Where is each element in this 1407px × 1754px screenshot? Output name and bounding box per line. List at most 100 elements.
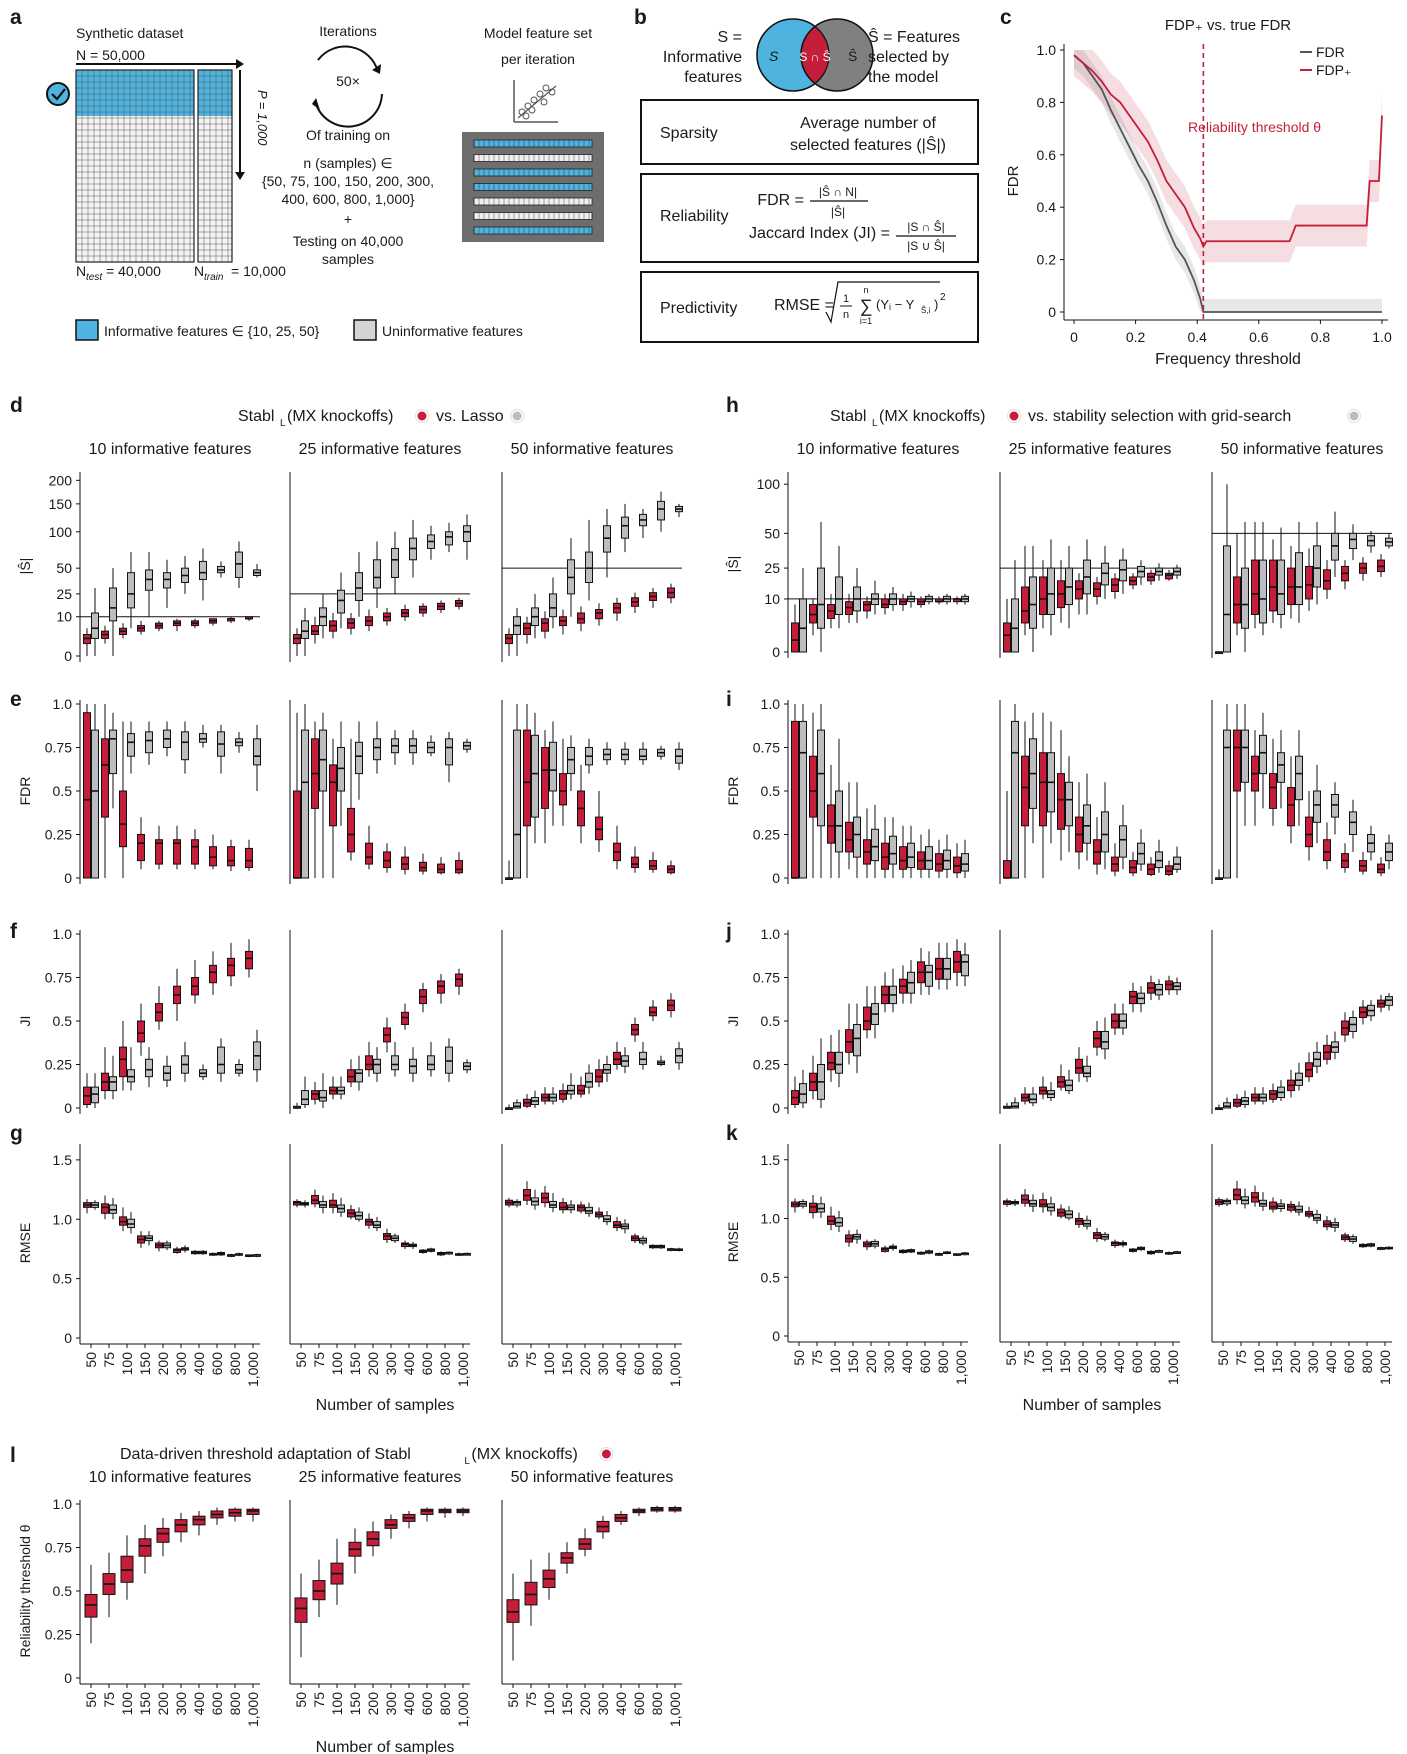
panel-g-facet-3-xtick-label: 1,000: [667, 1352, 683, 1387]
panel-l-facet-1-xtick-label: 600: [209, 1692, 225, 1716]
panel-l-facet-2-stabl-box: [420, 1508, 434, 1515]
panel-i-facet-3-stabl-box: [1323, 839, 1331, 862]
panel-e-facet-3-stabl-box: [595, 816, 603, 841]
panel-h-facet-3-compare-box: [1277, 559, 1285, 615]
model-feature-line2: per iteration: [501, 51, 575, 67]
panel-g-facet-1-ytick-label: 1.5: [53, 1152, 73, 1168]
panel-f-facet-1-stabl-box: [209, 964, 217, 984]
panel-d-facet-2-title: 25 informative features: [299, 441, 462, 458]
samples-line3: 400, 600, 800, 1,000}: [281, 191, 414, 207]
panel-h-facet-3-stabl-box: [1305, 565, 1313, 600]
panel-l-facet-1-stabl-box: [246, 1508, 260, 1515]
p-arrow-head: [235, 172, 245, 180]
panel-g-facet-3-stabl-box: [559, 1202, 567, 1211]
panel-i-facet-2-compare-box: [1173, 856, 1181, 870]
panel-e-facet-1-ytick-label: 0: [64, 870, 72, 886]
panel-j-facet-1-stabl-box: [827, 1051, 835, 1071]
panel-g-facet-3-xtick-label: 300: [595, 1352, 611, 1376]
rmse-sum-top: n: [863, 285, 868, 295]
panel-h-title-stabl-dot: [1008, 410, 1020, 422]
panel-c-ytick-label: 0.8: [1037, 94, 1057, 110]
panel-i-facet-2-compare-box: [1011, 720, 1019, 879]
panel-h-facet-1-ytick-label: 0: [772, 644, 780, 660]
legend-fdp-label: FDP₊: [1316, 62, 1351, 78]
panel-h-facet-3-stabl-box: [1251, 559, 1259, 615]
panel-l-facet-1-ytick-label: 0.5: [53, 1583, 73, 1599]
panel-letter-g: g: [10, 1122, 23, 1145]
check-icon-mark: [51, 88, 66, 101]
panel-d-title-sub: L: [280, 418, 286, 429]
panel-d-facet-1-compare-box: [91, 612, 99, 639]
panel-i-facet-2-compare-box: [1155, 851, 1163, 869]
rmse-sum-bottom: i=1: [860, 316, 872, 326]
panel-d-facet-1-ytick-label: 150: [49, 496, 73, 512]
panel-f-facet-3-compare-box: [513, 1102, 521, 1109]
panel-g-facet-2-stabl-box: [329, 1199, 337, 1208]
panel-l-facet-1-stabl-box: [156, 1527, 170, 1543]
s-line1: S =: [718, 29, 742, 46]
panel-h-facet-3: 50 informative features: [1211, 441, 1393, 658]
panel-l-facet-3-xtick-label: 100: [541, 1692, 557, 1716]
panel-e-facet-1-compare-box: [181, 731, 189, 761]
panel-h-title-stabl-ring: [1007, 409, 1021, 423]
panel-k-xlabel: Number of samples: [1023, 1397, 1162, 1414]
panel-d-facet-3-stabl-box: [541, 618, 549, 632]
panel-l-facet-1-title: 10 informative features: [89, 1469, 252, 1486]
panel-e-facet-3-compare-box: [531, 734, 539, 818]
venn-s-label: S: [769, 48, 779, 64]
panel-k-facet-2-xtick-label: 150: [1057, 1350, 1073, 1374]
panel-k-facet-1-xtick-label: 50: [791, 1350, 807, 1366]
panel-h-facet-3-title: 50 informative features: [1221, 441, 1384, 458]
panel-j-facet-1-compare-box: [799, 1083, 807, 1104]
panel-i-facet-2-compare-box: [1065, 781, 1073, 827]
panel-d-title-stabl-ring: [415, 409, 429, 423]
s-line3: features: [684, 69, 742, 86]
panel-d-facet-1: 0 10 25 50 100 150 200 |Ŝ| 10 informative featur…: [17, 441, 261, 664]
panel-e-facet-1-stabl-box: [209, 846, 217, 867]
panel-k-facet-3-xtick-label: 800: [1359, 1350, 1375, 1374]
panel-l-facet-1-ytick-label: 0.75: [45, 1540, 72, 1556]
panel-e-facet-3-stabl-box: [541, 747, 549, 809]
ji-formula-label: Jaccard Index (JI) =: [749, 225, 890, 242]
test-grid-informative: [76, 70, 194, 116]
feature-set-row: [473, 226, 593, 235]
panel-d-facet-2: 25 informative features: [289, 441, 471, 662]
panel-l-facet-3-stabl-box: [506, 1599, 520, 1623]
panel-c-ylabel: FDR: [1005, 165, 1022, 196]
panel-k-facet-3-xtick-label: 75: [1233, 1350, 1249, 1366]
panel-k-facet-1-xtick-label: 150: [845, 1350, 861, 1374]
scatter-icon-dot: [540, 98, 548, 106]
panel-f-facet-1-compare-box: [91, 1086, 99, 1104]
panel-j-facet-2-stabl-box: [1129, 990, 1137, 1005]
panel-c-title: FDP₊ vs. true FDR: [1165, 17, 1291, 34]
panel-l-title-main: Data-driven threshold adaptation of Stab…: [120, 1446, 411, 1463]
panel-g-facet-1-xtick-label: 800: [227, 1352, 243, 1376]
panel-l-facet-2-xtick-label: 50: [293, 1692, 309, 1708]
panel-e-facet-2-compare-box: [373, 738, 381, 761]
panel-e-facet-1-stabl-box: [101, 738, 109, 818]
cycle-arrow-bottom: [315, 93, 383, 128]
panel-e-facet-2-stabl-box: [365, 842, 373, 865]
panel-k-facet-1-xtick-label: 1,000: [953, 1350, 969, 1385]
panel-d-title-main: Stabl: [238, 408, 274, 425]
panel-d-facet-1-compare-box: [199, 560, 207, 580]
legend-informative-label: Informative features ∈ {10, 25, 50}: [104, 323, 320, 339]
panel-j-facet-2: [999, 930, 1181, 1114]
panel-d-facet-1-compare-box: [163, 572, 171, 589]
panel-h-facet-2-title: 25 informative features: [1009, 441, 1172, 458]
panel-d-facet-2-compare-box: [463, 525, 471, 542]
panel-f-facet-1-stabl-box: [227, 957, 235, 977]
panel-l-facet-2-xtick-label: 800: [437, 1692, 453, 1716]
panel-d-title-vs: vs. Lasso: [436, 408, 504, 425]
panel-d-facet-3-title: 50 informative features: [511, 441, 674, 458]
panel-c-xtick-label: 0.6: [1249, 329, 1269, 345]
panel-d-facet-1-ytick-label: 100: [49, 524, 73, 540]
venn-edge-right: [814, 25, 830, 85]
panel-l-facet-2-xtick-label: 75: [311, 1692, 327, 1708]
fdr-den: |Ŝ|: [831, 204, 845, 219]
samples-line1: n (samples) ∈: [303, 155, 392, 171]
panel-j-facet-2-compare-box: [1011, 1102, 1019, 1109]
panel-f-facet-1-ytick-label: 0.5: [53, 1013, 73, 1029]
panel-e-facet-3-compare-box: [549, 741, 557, 792]
panel-l-facet-3-title: 50 informative features: [511, 1469, 674, 1486]
